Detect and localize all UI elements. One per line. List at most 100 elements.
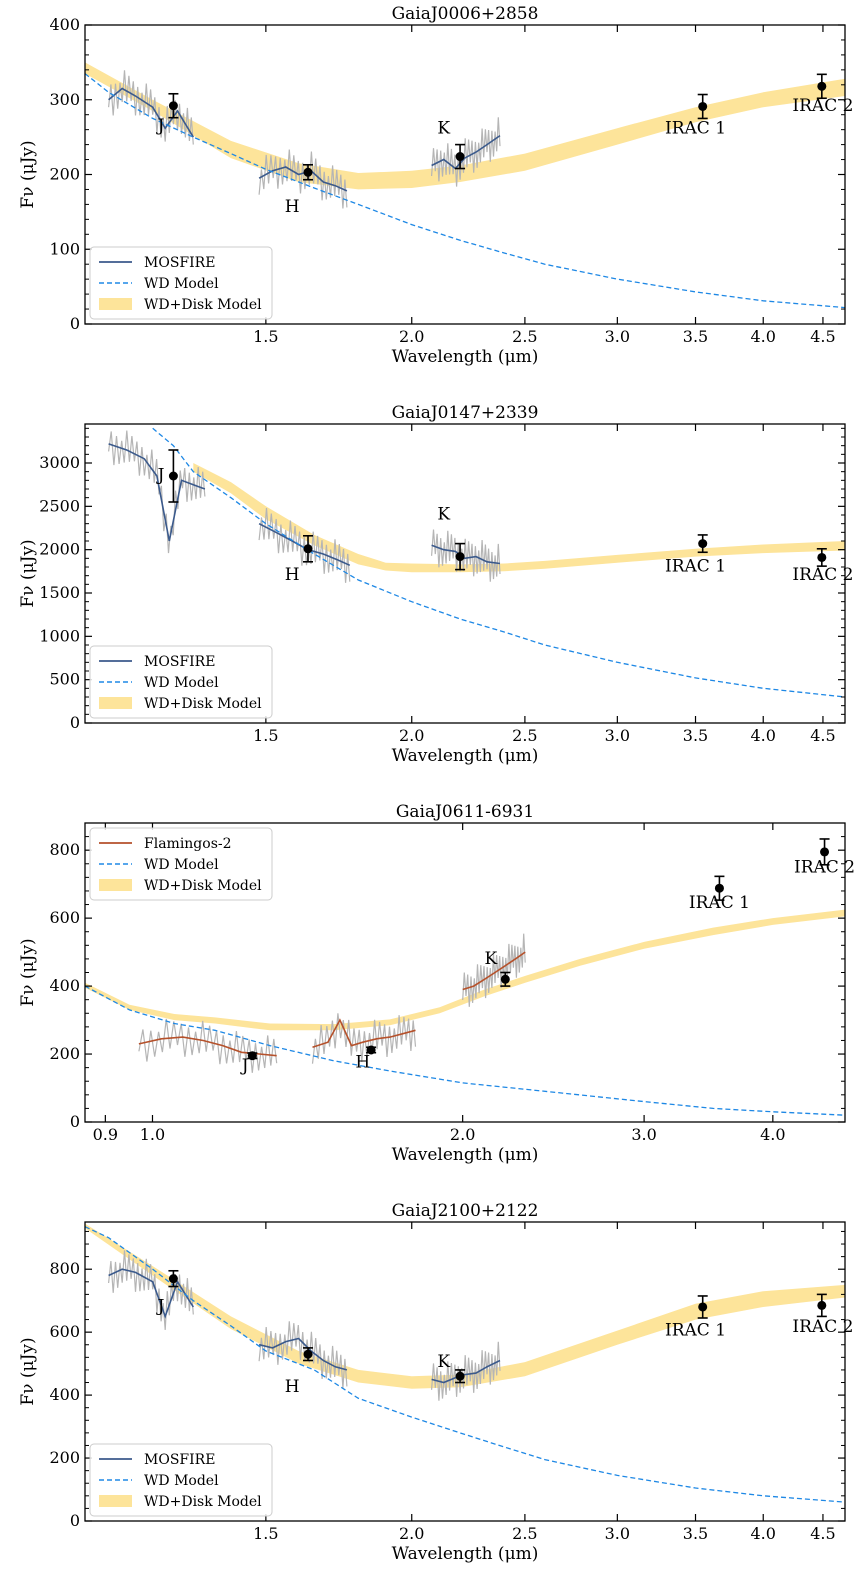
chart-panel-1: J H K IRAC 1 IRAC 2 1.5 2.0 2.5 3.0 3.5 4.0 4.5 0 100… <box>18 4 853 367</box>
x-axis-label: Wavelength (μm) <box>392 746 539 766</box>
y-tick-label: 800 <box>49 1259 80 1278</box>
wd-model-line <box>85 73 845 309</box>
band-label-1: J <box>156 116 165 136</box>
data-point <box>303 544 313 554</box>
x-tick-label: 4.0 <box>760 1125 785 1144</box>
band-label-3: K <box>437 118 450 138</box>
y-axis-label: Fν (μJy) <box>18 140 38 208</box>
x-tick-label: 3.0 <box>605 726 630 745</box>
x-tick-label: 2.0 <box>399 327 424 346</box>
data-point <box>366 1045 376 1055</box>
photometry-point-1 <box>247 1051 258 1061</box>
x-axis-label: Wavelength (μm) <box>392 1145 539 1165</box>
x-tick-label: 1.5 <box>253 327 278 346</box>
chart-title: GaiaJ0611-6931 <box>396 802 534 822</box>
legend-swatch-disk <box>99 879 132 891</box>
spectrum-line-3 <box>431 1359 501 1384</box>
x-tick-label: 4.5 <box>810 726 835 745</box>
plot-area <box>85 62 845 309</box>
data-point <box>817 552 827 562</box>
y-tick-label: 200 <box>49 1448 80 1467</box>
wd-model-line <box>152 427 845 698</box>
data-point <box>698 1302 708 1312</box>
data-point <box>817 1300 827 1310</box>
x-axis-label: Wavelength (μm) <box>392 347 539 367</box>
x-tick-label: 2.0 <box>450 1125 475 1144</box>
band-label-2: H <box>285 197 300 217</box>
band-label-2: H <box>285 565 300 585</box>
spectrum-noise-3 <box>462 933 526 1007</box>
legend-entry: WD+Disk Model <box>144 696 262 712</box>
plot-frame <box>84 423 846 724</box>
data-point <box>168 1274 178 1284</box>
chart-title: GaiaJ0147+2339 <box>392 403 539 423</box>
data-point <box>303 167 313 177</box>
band-label-4: IRAC 1 <box>689 893 750 913</box>
x-tick-label: 2.0 <box>399 726 424 745</box>
y-axis-label: Fν (μJy) <box>18 938 38 1006</box>
x-tick-label: 1.5 <box>253 726 278 745</box>
y-axis-label: Fν (μJy) <box>18 1337 38 1405</box>
spectrum-noise-2 <box>311 1013 417 1064</box>
y-tick-label: 200 <box>49 165 80 184</box>
data-point <box>455 552 465 562</box>
spectrum-noise-2 <box>258 507 351 583</box>
chart-title: GaiaJ2100+2122 <box>392 1201 539 1221</box>
data-point <box>168 101 178 111</box>
x-tick-label: 4.5 <box>810 327 835 346</box>
data-point <box>698 539 708 549</box>
x-tick-label: 4.5 <box>810 1524 835 1543</box>
y-tick-label: 0 <box>70 314 80 333</box>
legend-entry: WD+Disk Model <box>144 878 262 894</box>
y-tick-label: 300 <box>49 90 80 109</box>
y-tick-label: 3000 <box>39 453 80 472</box>
spectrum-line-3 <box>431 134 501 170</box>
spectrum-line-2 <box>312 1018 416 1049</box>
data-point <box>817 81 827 91</box>
legend: MOSFIRE WD Model WD+Disk Model <box>89 1443 273 1517</box>
spectrum-noise-1 <box>108 1250 194 1330</box>
legend-box <box>89 645 273 719</box>
photometry-point-5 <box>816 73 827 100</box>
photometry-point-5 <box>819 838 830 866</box>
x-tick-label: 4.0 <box>750 1524 775 1543</box>
y-tick-label: 500 <box>49 670 80 689</box>
photometry-point-4 <box>697 1295 708 1319</box>
band-label-2: H <box>285 1377 300 1397</box>
photometry-point-5 <box>816 1293 827 1318</box>
y-tick-label: 400 <box>49 976 80 995</box>
x-tick-label: 3.5 <box>683 327 708 346</box>
y-tick-label: 0 <box>70 1511 80 1530</box>
chart-panel-2: J H K IRAC 1 IRAC 2 1.5 2.0 2.5 3.0 3.5 4.0 4.5 0 500… <box>18 403 853 766</box>
band-label-5: IRAC 2 <box>794 857 855 877</box>
data-point <box>820 847 830 857</box>
x-tick-label: 3.0 <box>605 327 630 346</box>
chart-title: GaiaJ0006+2858 <box>392 4 539 24</box>
legend: MOSFIRE WD Model WD+Disk Model <box>89 246 273 320</box>
photometry-point-4 <box>697 534 708 554</box>
y-tick-label: 100 <box>49 239 80 258</box>
legend-entry: MOSFIRE <box>144 654 215 670</box>
y-tick-label: 2500 <box>39 496 80 515</box>
band-label-5: IRAC 2 <box>792 565 853 585</box>
x-tick-label: 4.0 <box>750 726 775 745</box>
x-tick-label: 0.9 <box>93 1125 118 1144</box>
spectrum-noise-1 <box>108 70 194 145</box>
plot-frame <box>84 1221 846 1522</box>
x-tick-label: 2.5 <box>512 327 537 346</box>
y-tick-label: 0 <box>70 1112 80 1131</box>
disk-model-band <box>85 909 845 1031</box>
y-axis-label: Fν (μJy) <box>18 539 38 607</box>
spectrum-noise-3 <box>431 117 501 187</box>
legend-entry: WD Model <box>144 1473 219 1489</box>
legend-box <box>89 827 273 901</box>
legend-swatch-disk <box>99 1495 132 1507</box>
x-axis-label: Wavelength (μm) <box>392 1544 539 1564</box>
chart-panel-4: J H K IRAC 1 IRAC 2 1.5 2.0 2.5 3.0 3.5 4.0 4.5 0 200… <box>18 1201 853 1564</box>
y-tick-label: 2000 <box>39 540 80 559</box>
x-tick-label: 2.5 <box>512 726 537 745</box>
x-tick-label: 1.5 <box>253 1524 278 1543</box>
band-label-4: IRAC 1 <box>665 556 726 576</box>
photometry-point-1 <box>168 449 179 503</box>
